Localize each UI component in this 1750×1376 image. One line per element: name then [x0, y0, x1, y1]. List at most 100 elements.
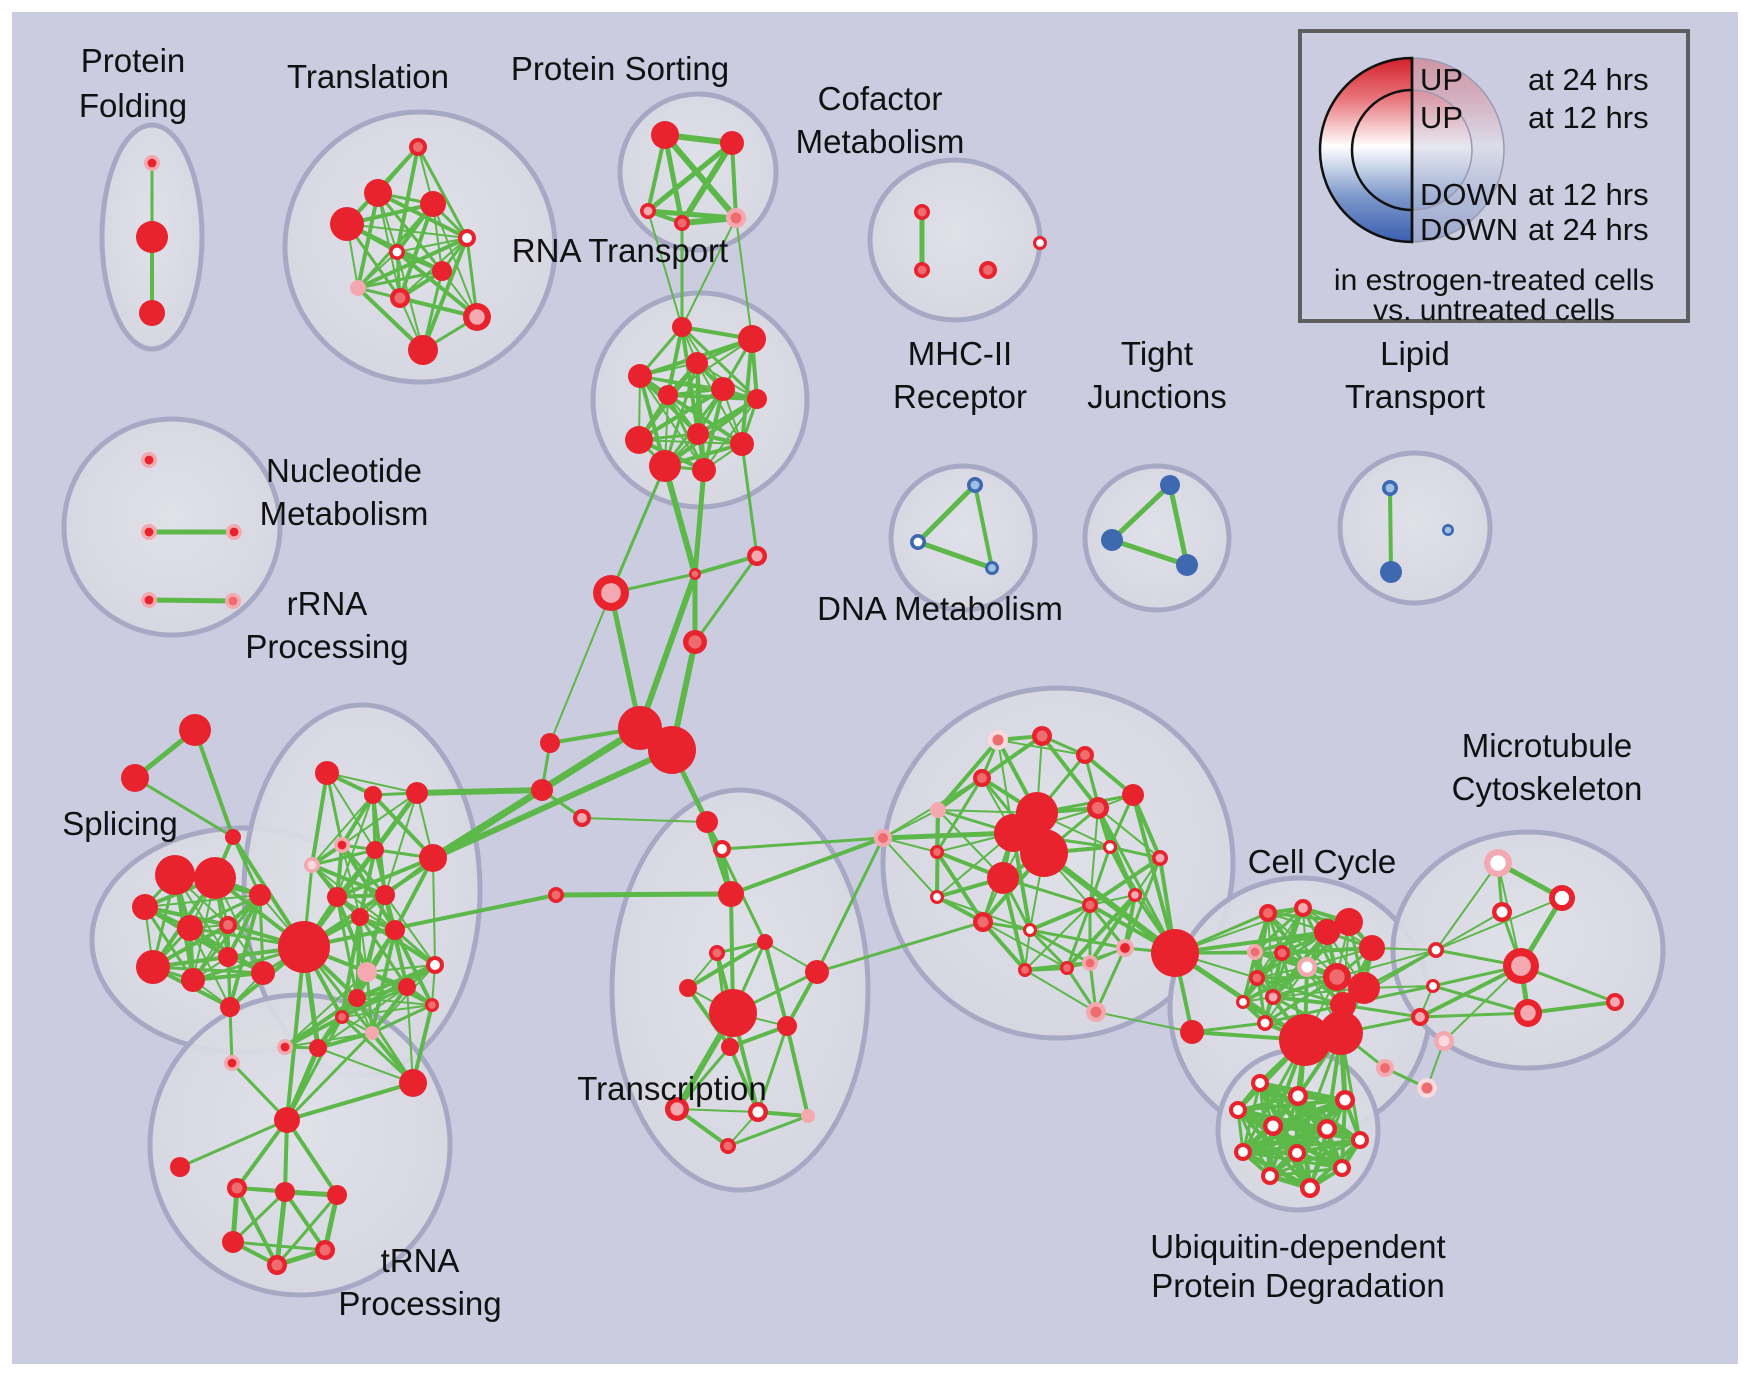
network-edge: [235, 1186, 279, 1267]
node-core-12h: [143, 228, 161, 246]
node-core-12h: [544, 737, 556, 749]
network-edge: [763, 940, 789, 1028]
node-core-12h: [279, 1112, 295, 1128]
cluster-label-mhc-ii-receptor: MHC-II: [908, 335, 1012, 372]
node-core-12h: [227, 1058, 237, 1068]
network-edge: [235, 1118, 289, 1190]
network-edge: [686, 986, 732, 1049]
network-node-cc22: [1376, 1059, 1394, 1077]
network-edge: [756, 1024, 789, 1114]
network-node-rr12: [426, 956, 444, 974]
network-edge: [973, 483, 994, 570]
node-core-12h: [1252, 973, 1262, 983]
network-edge: [1109, 482, 1173, 543]
network-node-cc6: [1247, 944, 1263, 960]
node-core-12h: [430, 960, 440, 970]
network-node-rr13: [357, 962, 377, 982]
network-node-n1: [141, 452, 157, 468]
node-core-12h: [1233, 1105, 1243, 1115]
network-edge: [365, 970, 374, 1035]
network-node-rr16: [425, 998, 439, 1012]
network-edge: [549, 592, 612, 744]
cluster-label-nucleotide-metabolism: Nucleotide: [266, 452, 422, 489]
network-node-lp1: [1382, 480, 1398, 496]
node-core-12h: [1091, 801, 1105, 815]
cluster-label-microtubule-cytoskeleton: Cytoskeleton: [1452, 770, 1643, 807]
network-edge: [663, 397, 759, 468]
node-core-12h: [744, 331, 760, 347]
node-core-12h: [752, 1106, 764, 1118]
network-node-t9: [390, 288, 410, 308]
network-edge: [335, 856, 435, 899]
network-node-n3: [226, 524, 242, 540]
node-core-12h: [643, 206, 653, 216]
node-core-12h: [691, 427, 705, 441]
network-edge: [317, 986, 408, 1049]
network-node-t8: [350, 280, 366, 296]
cluster-ellipse-lipid-transport: [1337, 450, 1493, 606]
network-edge: [638, 374, 700, 436]
network-node-d21: [1023, 923, 1037, 937]
network-node-rs1: [747, 546, 767, 566]
node-core-12h: [1290, 1025, 1320, 1055]
network-edge: [430, 747, 675, 861]
node-core-12h: [307, 860, 317, 870]
node-core-12h: [1319, 924, 1335, 940]
network-edge: [1295, 1138, 1362, 1155]
network-node-d18: [1082, 897, 1098, 913]
network-node-r12: [692, 458, 716, 482]
node-core-12h: [1328, 1020, 1354, 1046]
network-node-rr18: [335, 1010, 349, 1024]
network-node-s8: [218, 947, 238, 967]
network-edge: [637, 571, 698, 731]
network-node-rr11: [385, 920, 405, 940]
network-edge: [146, 597, 236, 604]
node-core-12h: [186, 973, 200, 987]
network-edge: [581, 817, 708, 823]
network-node-t6: [389, 244, 405, 260]
network-node-tj2: [1101, 529, 1123, 551]
node-core-12h: [994, 869, 1012, 887]
network-node-d26: [1116, 939, 1134, 957]
cluster-label-microtubule-cytoskeleton: Microtubule: [1462, 727, 1633, 764]
network-edge: [144, 894, 261, 908]
network-node-cc19: [1426, 979, 1440, 993]
node-core-12h: [137, 899, 153, 915]
network-node-d25: [1180, 1020, 1204, 1044]
network-node-pf3: [139, 300, 165, 326]
network-edge: [341, 792, 418, 846]
network-edge: [1236, 1098, 1347, 1112]
legend: UP at 24 hrs UP at 12 hrs DOWN at 12 hrs DOWN a…: [1298, 29, 1690, 327]
network-node-m8: [1606, 993, 1624, 1011]
node-core-12h: [394, 292, 406, 304]
network-edge: [326, 772, 418, 794]
network-node-n5: [225, 593, 241, 609]
node-core-12h: [535, 783, 549, 797]
cluster-label-tight-junctions: Tight: [1121, 335, 1193, 372]
network-node-u9: [1288, 1144, 1306, 1162]
network-node-cc17: [1319, 1011, 1363, 1055]
network-edge: [981, 920, 1027, 972]
network-edge: [283, 1190, 327, 1252]
cluster-label-lipid-transport: Transport: [1345, 378, 1485, 415]
node-core-12h: [1329, 969, 1345, 985]
network-edge: [226, 893, 262, 959]
network-edge: [666, 325, 684, 397]
node-core-12h: [164, 864, 186, 886]
node-core-12h: [1496, 906, 1508, 918]
node-core-12h: [1321, 1123, 1333, 1135]
network-edge: [882, 837, 938, 853]
network-node-rr15: [348, 989, 366, 1007]
network-node-t4: [420, 191, 446, 217]
network-edge: [1173, 930, 1329, 955]
node-core-12h: [1292, 1148, 1302, 1158]
network-node-lp2: [1380, 561, 1402, 583]
network-edge: [1109, 537, 1190, 568]
network-edge: [1041, 850, 1178, 956]
cluster-label-trna-processing: tRNA: [381, 1242, 460, 1279]
network-node-st3: [225, 829, 241, 845]
network-node-r11: [649, 450, 681, 482]
network-edge: [1280, 946, 1374, 955]
network-node-d10: [1020, 829, 1068, 877]
